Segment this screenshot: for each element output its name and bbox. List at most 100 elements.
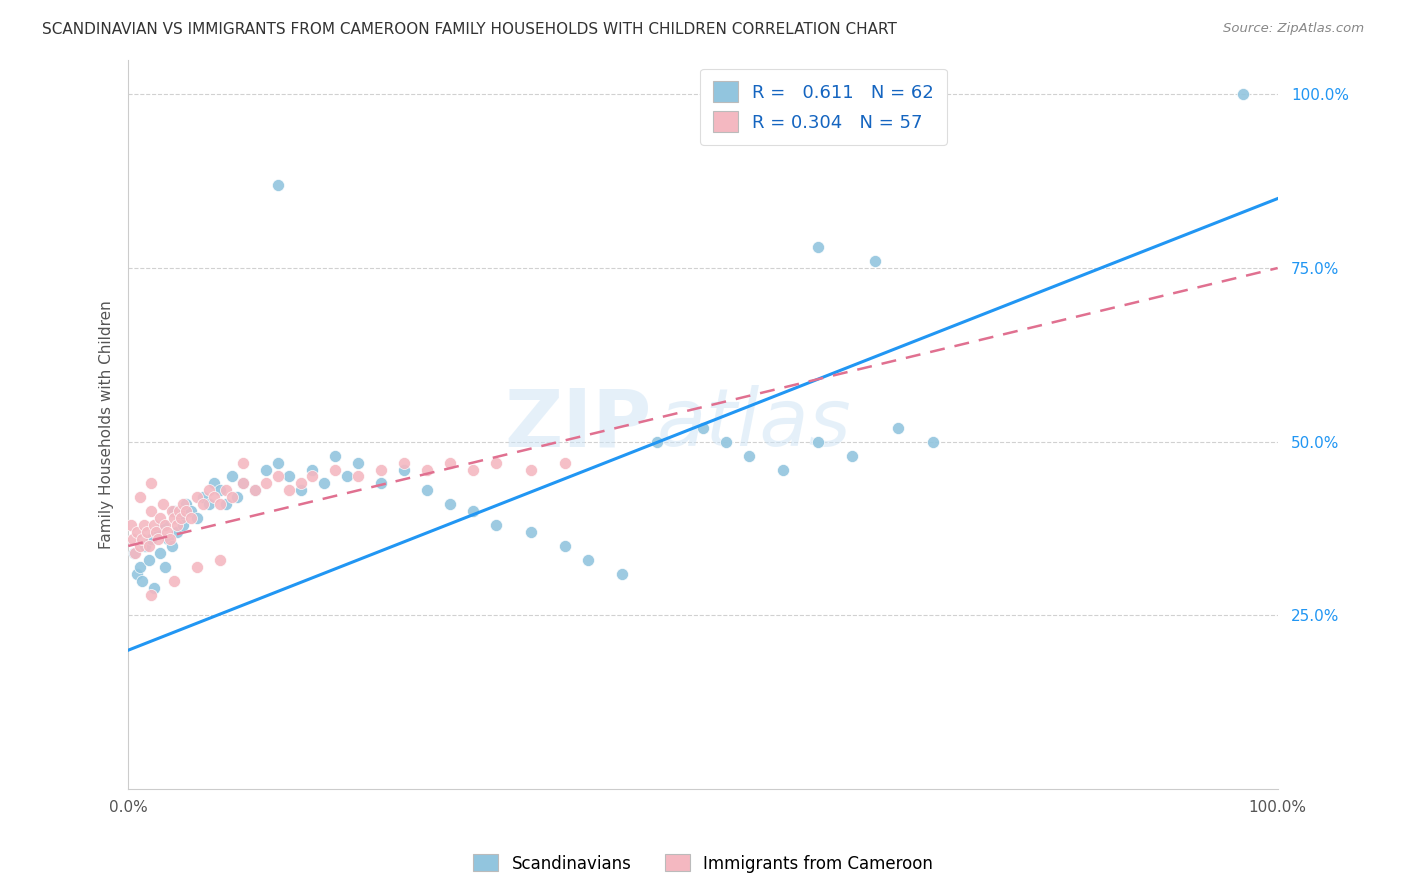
Point bbox=[149, 546, 172, 560]
Point bbox=[163, 511, 186, 525]
Point bbox=[122, 546, 145, 560]
Point bbox=[209, 483, 232, 498]
Point bbox=[197, 497, 219, 511]
Point bbox=[392, 462, 415, 476]
Point bbox=[131, 532, 153, 546]
Point bbox=[221, 469, 243, 483]
Point bbox=[266, 456, 288, 470]
Point bbox=[204, 491, 226, 505]
Point bbox=[157, 532, 180, 546]
Point bbox=[197, 483, 219, 498]
Text: ZIP: ZIP bbox=[503, 385, 651, 463]
Point bbox=[135, 524, 157, 539]
Point bbox=[149, 511, 172, 525]
Point bbox=[290, 483, 312, 498]
Point bbox=[485, 456, 508, 470]
Point bbox=[141, 504, 163, 518]
Point bbox=[204, 476, 226, 491]
Point bbox=[186, 559, 208, 574]
Point bbox=[120, 518, 142, 533]
Legend: R =   0.611   N = 62, R = 0.304   N = 57: R = 0.611 N = 62, R = 0.304 N = 57 bbox=[700, 69, 946, 145]
Point bbox=[186, 511, 208, 525]
Point bbox=[921, 434, 943, 449]
Point bbox=[138, 539, 160, 553]
Point bbox=[1232, 87, 1254, 102]
Point bbox=[612, 566, 634, 581]
Point bbox=[160, 539, 183, 553]
Point bbox=[439, 497, 461, 511]
Point bbox=[215, 497, 238, 511]
Point bbox=[692, 421, 714, 435]
Point bbox=[141, 588, 163, 602]
Point bbox=[172, 518, 194, 533]
Text: Source: ZipAtlas.com: Source: ZipAtlas.com bbox=[1223, 22, 1364, 36]
Point bbox=[180, 511, 202, 525]
Point bbox=[714, 434, 737, 449]
Point bbox=[347, 469, 370, 483]
Point bbox=[169, 511, 191, 525]
Point bbox=[124, 546, 146, 560]
Point bbox=[841, 449, 863, 463]
Point bbox=[146, 532, 169, 546]
Legend: Scandinavians, Immigrants from Cameroon: Scandinavians, Immigrants from Cameroon bbox=[467, 847, 939, 880]
Point bbox=[174, 504, 197, 518]
Point bbox=[645, 434, 668, 449]
Point bbox=[266, 178, 288, 192]
Point bbox=[141, 476, 163, 491]
Point bbox=[865, 254, 887, 268]
Point bbox=[128, 559, 150, 574]
Text: atlas: atlas bbox=[657, 385, 852, 463]
Point bbox=[152, 518, 174, 533]
Point bbox=[807, 240, 830, 254]
Point bbox=[209, 553, 232, 567]
Point bbox=[232, 476, 254, 491]
Point bbox=[301, 462, 323, 476]
Point bbox=[174, 497, 197, 511]
Point bbox=[485, 518, 508, 533]
Point bbox=[186, 491, 208, 505]
Point bbox=[392, 456, 415, 470]
Point bbox=[127, 524, 149, 539]
Point bbox=[416, 462, 439, 476]
Point bbox=[772, 462, 794, 476]
Point bbox=[167, 504, 190, 518]
Point bbox=[278, 469, 301, 483]
Point bbox=[519, 524, 541, 539]
Point bbox=[336, 469, 359, 483]
Point bbox=[127, 566, 149, 581]
Point bbox=[152, 497, 174, 511]
Point bbox=[170, 511, 193, 525]
Point bbox=[312, 476, 335, 491]
Point bbox=[254, 476, 277, 491]
Point bbox=[145, 524, 167, 539]
Point bbox=[142, 518, 165, 533]
Point bbox=[554, 456, 576, 470]
Point bbox=[134, 539, 156, 553]
Point bbox=[266, 469, 288, 483]
Point bbox=[141, 532, 163, 546]
Point bbox=[323, 449, 346, 463]
Point bbox=[160, 504, 183, 518]
Point bbox=[887, 421, 910, 435]
Point bbox=[131, 574, 153, 588]
Point bbox=[166, 524, 188, 539]
Point bbox=[153, 559, 176, 574]
Point bbox=[232, 456, 254, 470]
Point bbox=[156, 524, 179, 539]
Point bbox=[209, 497, 232, 511]
Point bbox=[128, 539, 150, 553]
Point bbox=[461, 462, 484, 476]
Point bbox=[243, 483, 266, 498]
Point bbox=[416, 483, 439, 498]
Point bbox=[172, 497, 194, 511]
Point bbox=[134, 518, 156, 533]
Point bbox=[347, 456, 370, 470]
Point bbox=[146, 524, 169, 539]
Point bbox=[278, 483, 301, 498]
Point bbox=[554, 539, 576, 553]
Point bbox=[142, 581, 165, 595]
Point bbox=[159, 532, 181, 546]
Point bbox=[138, 553, 160, 567]
Point bbox=[163, 504, 186, 518]
Y-axis label: Family Households with Children: Family Households with Children bbox=[100, 300, 114, 549]
